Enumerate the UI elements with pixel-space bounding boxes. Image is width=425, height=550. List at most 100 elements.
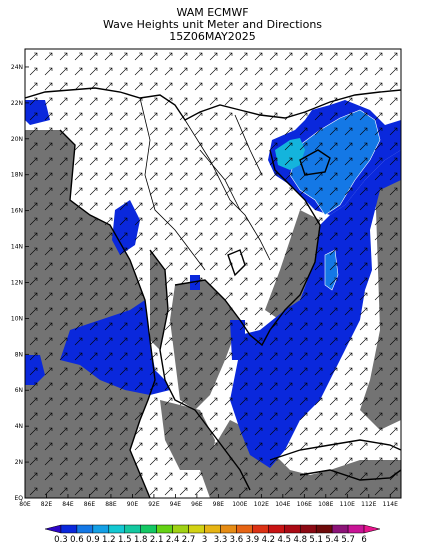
colorbar-swatch xyxy=(315,524,333,534)
direction-arrow-icon xyxy=(314,442,323,451)
direction-arrow-icon xyxy=(269,337,278,346)
direction-arrow-icon xyxy=(104,157,113,166)
colorbar-label: 2.1 xyxy=(150,535,164,545)
direction-arrow-icon xyxy=(134,202,143,211)
direction-arrow-icon xyxy=(239,457,248,466)
direction-arrow-icon xyxy=(149,82,158,91)
direction-arrow-icon xyxy=(194,352,203,361)
direction-arrow-icon xyxy=(314,412,323,421)
direction-arrow-icon xyxy=(29,442,38,451)
direction-arrow-icon xyxy=(29,82,38,91)
x-tick-label: 94E xyxy=(170,501,182,508)
colorbar-swatch xyxy=(188,524,205,534)
direction-arrow-icon xyxy=(344,457,353,466)
direction-arrow-icon xyxy=(329,337,338,346)
direction-arrow-icon xyxy=(194,157,203,166)
direction-arrow-icon xyxy=(284,427,293,436)
colorbar-swatch xyxy=(124,524,141,534)
direction-arrow-icon xyxy=(314,262,323,271)
direction-arrow-icon xyxy=(329,367,338,376)
direction-arrow-icon xyxy=(239,202,248,211)
direction-arrow-icon xyxy=(254,412,263,421)
direction-arrow-icon xyxy=(389,367,398,376)
direction-arrow-icon xyxy=(149,112,158,121)
direction-arrow-icon xyxy=(329,307,338,316)
direction-arrow-icon xyxy=(194,337,203,346)
direction-arrow-icon xyxy=(164,322,173,331)
y-tick-label: 12N xyxy=(11,279,23,286)
colorbar-swatch xyxy=(172,524,189,534)
direction-arrow-icon xyxy=(134,322,143,331)
direction-arrow-icon xyxy=(29,277,38,286)
direction-arrow-icon xyxy=(164,262,173,271)
direction-arrow-icon xyxy=(269,247,278,256)
direction-arrow-icon xyxy=(359,202,368,211)
direction-arrow-icon xyxy=(359,367,368,376)
direction-arrow-icon xyxy=(134,262,143,271)
direction-arrow-icon xyxy=(44,487,53,496)
direction-arrow-icon xyxy=(44,52,53,61)
direction-arrow-icon xyxy=(269,457,278,466)
direction-arrow-icon xyxy=(239,277,248,286)
direction-arrow-icon xyxy=(179,157,188,166)
direction-arrow-icon xyxy=(59,337,68,346)
direction-arrow-icon xyxy=(299,202,308,211)
map-timestamp: 15Z06MAY2025 xyxy=(169,30,256,43)
direction-arrow-icon xyxy=(164,352,173,361)
direction-arrow-icon xyxy=(224,367,233,376)
direction-arrow-icon xyxy=(314,292,323,301)
direction-arrow-icon xyxy=(344,157,353,166)
direction-arrow-icon xyxy=(179,247,188,256)
direction-arrow-icon xyxy=(209,142,218,151)
direction-arrow-icon xyxy=(239,307,248,316)
colorbar-swatch xyxy=(284,524,301,534)
direction-arrow-icon xyxy=(74,97,83,106)
direction-arrow-icon xyxy=(149,187,158,196)
colorbar-swatch xyxy=(140,524,157,534)
direction-arrow-icon xyxy=(29,262,38,271)
direction-arrow-icon xyxy=(164,52,173,61)
direction-arrow-icon xyxy=(329,232,338,241)
direction-arrow-icon xyxy=(74,487,83,496)
direction-arrow-icon xyxy=(149,487,158,496)
direction-arrow-icon xyxy=(164,172,173,181)
direction-arrow-icon xyxy=(194,442,203,451)
direction-arrow-icon xyxy=(59,217,68,226)
colorbar-label: 5.4 xyxy=(325,535,339,545)
direction-arrow-icon xyxy=(149,127,158,136)
direction-arrow-icon xyxy=(374,457,383,466)
direction-arrow-icon xyxy=(194,127,203,136)
x-tick-label: 100E xyxy=(232,501,247,508)
direction-arrow-icon xyxy=(74,442,83,451)
direction-arrow-icon xyxy=(134,67,143,76)
direction-arrow-icon xyxy=(164,427,173,436)
colorbar-label: 0.6 xyxy=(70,535,84,545)
direction-arrow-icon xyxy=(389,427,398,436)
direction-arrow-icon xyxy=(89,277,98,286)
direction-arrow-icon xyxy=(29,397,38,406)
direction-arrow-icon xyxy=(119,127,128,136)
direction-arrow-icon xyxy=(119,412,128,421)
direction-arrow-icon xyxy=(29,367,38,376)
direction-arrow-icon xyxy=(344,292,353,301)
direction-arrow-icon xyxy=(224,52,233,61)
direction-arrow-icon xyxy=(269,397,278,406)
direction-arrow-icon xyxy=(239,217,248,226)
direction-arrow-icon xyxy=(329,442,338,451)
y-tick-label: EQ xyxy=(14,495,23,502)
direction-arrow-icon xyxy=(29,352,38,361)
direction-arrow-icon xyxy=(359,82,368,91)
direction-arrow-icon xyxy=(74,367,83,376)
direction-arrow-icon xyxy=(224,472,233,481)
direction-arrow-icon xyxy=(119,112,128,121)
direction-arrow-icon xyxy=(314,382,323,391)
direction-arrow-icon xyxy=(74,352,83,361)
direction-arrow-icon xyxy=(194,247,203,256)
direction-arrow-icon xyxy=(119,427,128,436)
direction-arrow-icon xyxy=(389,202,398,211)
map-title: WAM ECMWF xyxy=(176,6,249,19)
direction-arrow-icon xyxy=(224,412,233,421)
direction-arrow-icon xyxy=(344,472,353,481)
direction-arrow-icon xyxy=(359,172,368,181)
y-tick-label: 2N xyxy=(15,459,23,466)
